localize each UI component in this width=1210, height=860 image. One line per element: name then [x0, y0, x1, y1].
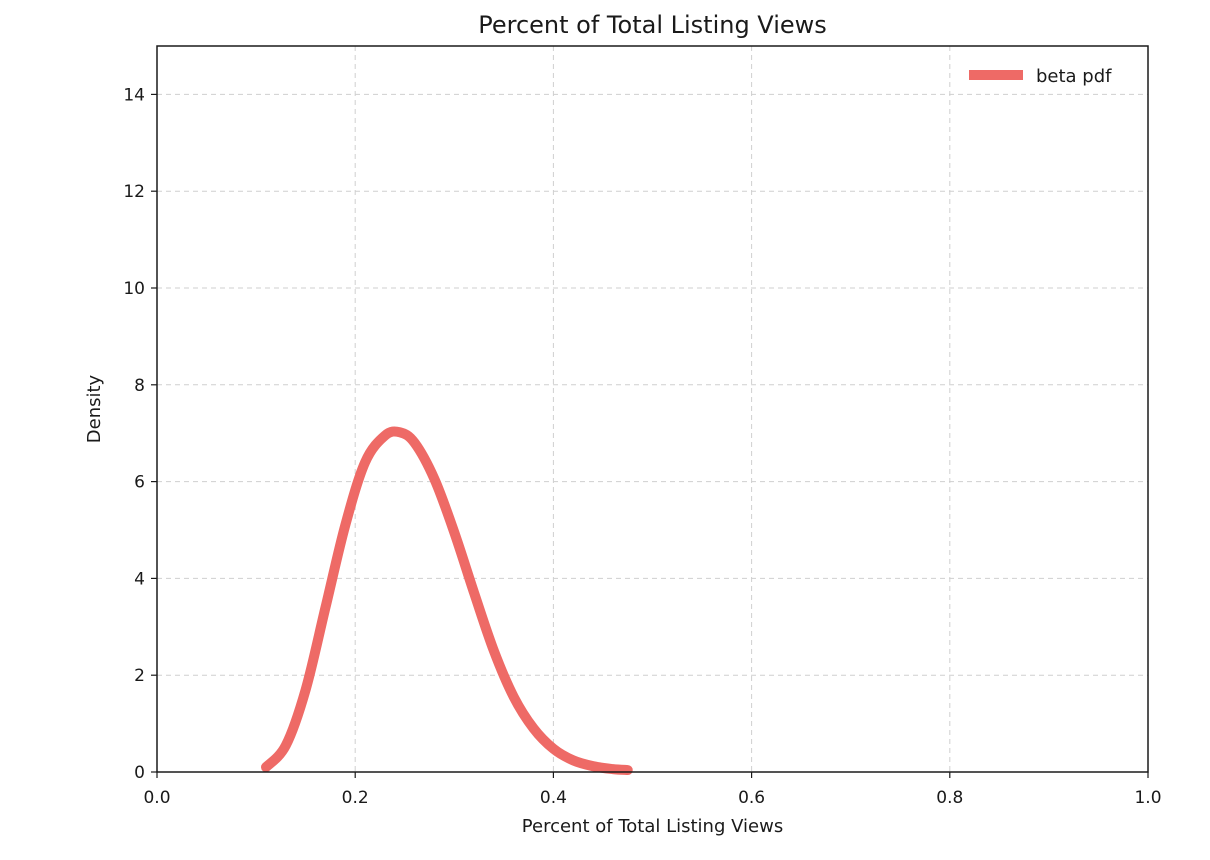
- y-axis-ticks: 0 2 4 6 8 10 12 14: [123, 85, 157, 783]
- plot-frame: [156, 45, 1149, 773]
- x-tick-label: 1.0: [1134, 788, 1161, 808]
- y-tick-label: 10: [123, 279, 145, 299]
- y-tick-label: 4: [134, 569, 145, 589]
- y-tick-label: 14: [123, 85, 145, 105]
- legend: beta pdf: [969, 66, 1112, 87]
- x-tick-label: 0.0: [143, 788, 170, 808]
- x-tick-label: 0.2: [342, 788, 369, 808]
- y-axis-label: Density: [84, 374, 105, 443]
- y-tick-label: 6: [134, 473, 145, 493]
- y-tick-label: 0: [134, 763, 145, 783]
- series-line-beta-pdf: [261, 426, 633, 776]
- x-tick-label: 0.4: [540, 788, 567, 808]
- legend-entry-beta-pdf: beta pdf: [1036, 66, 1112, 87]
- x-axis-label: Percent of Total Listing Views: [522, 816, 783, 837]
- y-tick-label: 2: [134, 666, 145, 686]
- x-tick-label: 0.6: [738, 788, 765, 808]
- y-tick-label: 12: [123, 182, 145, 202]
- grid: [156, 46, 1149, 773]
- x-tick-label: 0.8: [936, 788, 963, 808]
- chart-title: Percent of Total Listing Views: [478, 11, 827, 39]
- y-tick-label: 8: [134, 376, 145, 396]
- series-layer: [261, 426, 633, 776]
- x-axis-ticks: 0.0 0.2 0.4 0.6 0.8 1.0: [143, 772, 1162, 808]
